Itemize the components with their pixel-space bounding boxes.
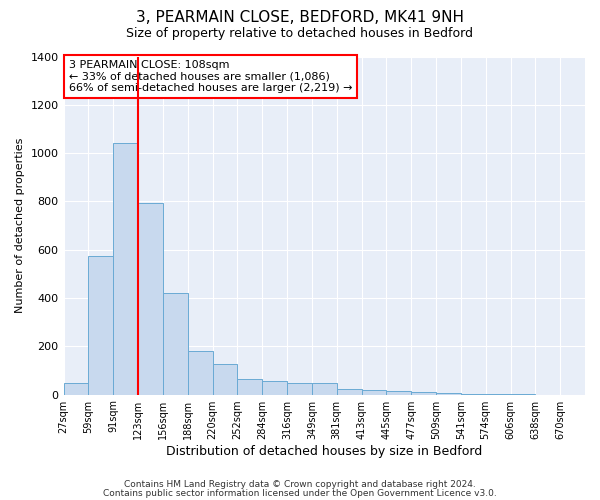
Text: Contains public sector information licensed under the Open Government Licence v3: Contains public sector information licen… — [103, 490, 497, 498]
X-axis label: Distribution of detached houses by size in Bedford: Distribution of detached houses by size … — [166, 444, 482, 458]
Bar — [188, 351, 212, 395]
Bar — [64, 382, 88, 394]
Bar — [287, 382, 312, 394]
Text: Contains HM Land Registry data © Crown copyright and database right 2024.: Contains HM Land Registry data © Crown c… — [124, 480, 476, 489]
Bar — [411, 392, 436, 394]
Text: 3 PEARMAIN CLOSE: 108sqm
← 33% of detached houses are smaller (1,086)
66% of sem: 3 PEARMAIN CLOSE: 108sqm ← 33% of detach… — [69, 60, 352, 93]
Bar — [312, 382, 337, 394]
Bar — [212, 364, 238, 394]
Text: Size of property relative to detached houses in Bedford: Size of property relative to detached ho… — [127, 28, 473, 40]
Bar — [262, 382, 287, 394]
Text: 3, PEARMAIN CLOSE, BEDFORD, MK41 9NH: 3, PEARMAIN CLOSE, BEDFORD, MK41 9NH — [136, 10, 464, 25]
Bar — [386, 391, 411, 394]
Bar — [337, 388, 362, 394]
Bar — [163, 293, 188, 394]
Bar — [362, 390, 386, 394]
Bar — [113, 144, 138, 394]
Bar — [88, 256, 113, 394]
Y-axis label: Number of detached properties: Number of detached properties — [15, 138, 25, 313]
Bar — [238, 379, 262, 394]
Bar — [138, 202, 163, 394]
